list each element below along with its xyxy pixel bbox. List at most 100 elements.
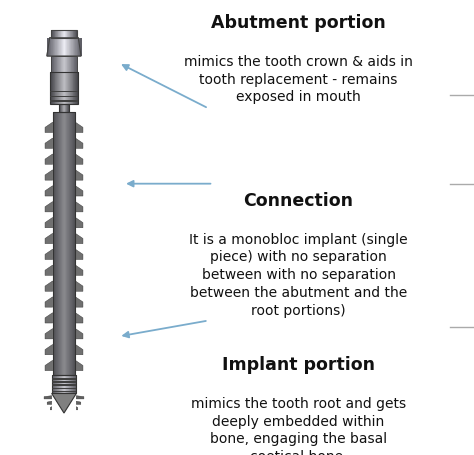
- Polygon shape: [75, 313, 83, 324]
- Bar: [52, 73, 53, 105]
- Polygon shape: [45, 123, 53, 133]
- Bar: [65, 105, 66, 113]
- Bar: [68, 113, 69, 375]
- Bar: [69, 57, 70, 73]
- Bar: [67, 105, 68, 113]
- Bar: [61, 105, 62, 113]
- Bar: [69, 39, 70, 57]
- Bar: [55, 31, 56, 39]
- Bar: [53, 113, 75, 375]
- Bar: [70, 57, 71, 73]
- Bar: [59, 105, 60, 113]
- Polygon shape: [75, 171, 83, 181]
- Bar: [73, 39, 75, 57]
- Bar: [52, 31, 53, 39]
- Bar: [61, 105, 62, 113]
- Polygon shape: [45, 281, 53, 292]
- Bar: [51, 39, 52, 57]
- Bar: [64, 105, 65, 113]
- Bar: [64, 39, 65, 57]
- Bar: [53, 73, 54, 105]
- Bar: [73, 113, 74, 375]
- Bar: [72, 31, 73, 39]
- Bar: [59, 57, 60, 73]
- Bar: [60, 39, 61, 57]
- Bar: [65, 375, 66, 394]
- Bar: [67, 375, 68, 394]
- Bar: [60, 105, 61, 113]
- Bar: [59, 113, 60, 375]
- Polygon shape: [75, 123, 83, 133]
- Polygon shape: [45, 202, 53, 212]
- Bar: [78, 73, 79, 105]
- Bar: [61, 31, 62, 39]
- Bar: [60, 113, 61, 375]
- Bar: [60, 57, 61, 73]
- Bar: [50, 96, 78, 98]
- Bar: [56, 31, 57, 39]
- Bar: [51, 73, 52, 105]
- Bar: [58, 31, 59, 39]
- Bar: [62, 39, 64, 57]
- Bar: [68, 31, 69, 39]
- Bar: [67, 57, 68, 73]
- Bar: [62, 57, 63, 73]
- Bar: [53, 57, 54, 73]
- Bar: [67, 105, 68, 113]
- Bar: [62, 105, 63, 113]
- Bar: [62, 31, 63, 39]
- Bar: [62, 375, 63, 394]
- Bar: [75, 375, 76, 394]
- Bar: [73, 57, 74, 73]
- Bar: [61, 113, 62, 375]
- Bar: [69, 73, 70, 105]
- Bar: [69, 375, 70, 394]
- Bar: [77, 39, 78, 57]
- Bar: [69, 39, 70, 57]
- Polygon shape: [75, 329, 83, 339]
- Bar: [60, 113, 61, 375]
- Bar: [62, 39, 63, 57]
- Bar: [50, 73, 51, 105]
- Bar: [72, 113, 73, 375]
- Bar: [66, 73, 67, 105]
- Bar: [63, 113, 64, 375]
- Bar: [52, 39, 53, 57]
- Bar: [58, 57, 59, 73]
- Bar: [50, 39, 51, 57]
- Bar: [66, 113, 67, 375]
- Bar: [53, 39, 54, 57]
- Bar: [50, 73, 78, 105]
- Bar: [63, 73, 64, 105]
- Bar: [67, 113, 68, 375]
- Bar: [66, 31, 67, 39]
- Bar: [53, 31, 54, 39]
- Bar: [72, 73, 73, 105]
- Bar: [69, 375, 70, 394]
- Bar: [55, 57, 56, 73]
- Bar: [53, 57, 54, 73]
- Bar: [61, 73, 62, 105]
- Bar: [76, 31, 77, 39]
- Bar: [51, 73, 52, 105]
- Bar: [62, 375, 63, 394]
- Bar: [56, 57, 57, 73]
- Bar: [67, 105, 68, 113]
- Bar: [72, 375, 73, 394]
- Bar: [74, 39, 75, 57]
- Bar: [56, 31, 57, 39]
- Polygon shape: [75, 281, 83, 292]
- Bar: [73, 375, 74, 394]
- Bar: [69, 105, 70, 113]
- Bar: [73, 39, 74, 57]
- Polygon shape: [45, 313, 53, 324]
- Polygon shape: [52, 394, 76, 413]
- Bar: [76, 31, 77, 39]
- Bar: [57, 31, 58, 39]
- Bar: [59, 375, 60, 394]
- Polygon shape: [44, 396, 52, 399]
- Bar: [55, 113, 56, 375]
- Bar: [72, 73, 73, 105]
- Bar: [66, 31, 67, 39]
- Bar: [49, 39, 50, 57]
